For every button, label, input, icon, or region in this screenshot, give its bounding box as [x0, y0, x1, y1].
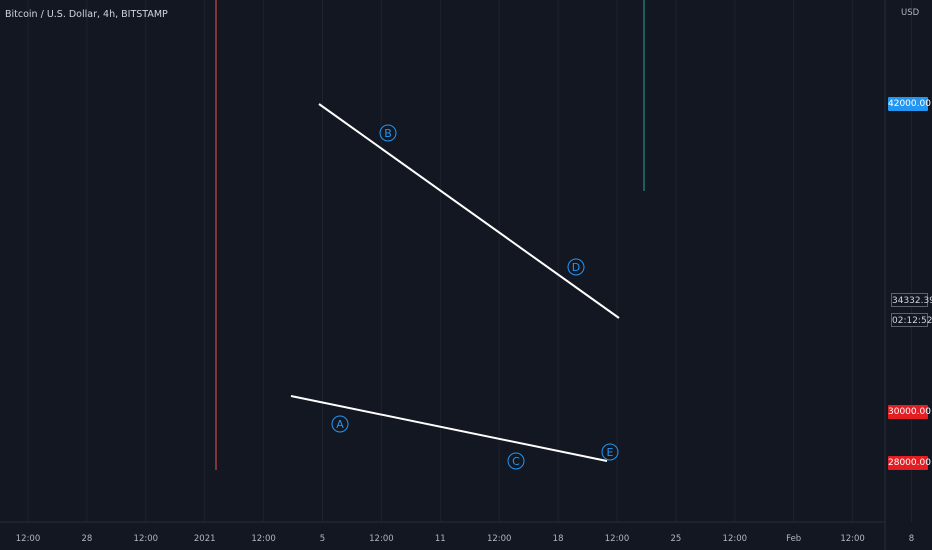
upper-trendline	[318, 103, 620, 319]
x-tick-label: 12:00	[16, 534, 41, 544]
point-label-C: C	[507, 452, 525, 470]
x-tick-label: 2021	[194, 534, 216, 544]
current-price-label: 34332.39	[891, 293, 932, 307]
point-label-A: A	[331, 415, 349, 433]
point-letter: D	[572, 261, 580, 274]
x-tick-label: 18	[553, 534, 564, 544]
price-axis: 26000.0028000.0030000.0032000.0034000.00…	[884, 0, 886, 550]
point-letter: B	[384, 127, 392, 140]
point-label-B: B	[379, 124, 397, 142]
red-level-label-28000: 28000.00	[888, 456, 931, 470]
point-circle	[507, 452, 525, 470]
annotations: A B C D E	[290, 103, 620, 470]
x-tick-label: 12:00	[369, 534, 394, 544]
x-tick-label: 12:00	[723, 534, 748, 544]
point-letter: E	[607, 446, 614, 459]
x-tick-label: 5	[320, 534, 325, 544]
point-circle	[601, 443, 619, 461]
time-axis: 12:00 28 12:00 2021 12:00 5 12:00 11 12:00 18 12:0…	[0, 521, 914, 544]
x-tick-label: 25	[670, 534, 681, 544]
point-circle	[567, 258, 585, 276]
point-circle	[331, 415, 349, 433]
point-label-D: D	[567, 258, 585, 276]
x-tick-label: 12:00	[251, 534, 276, 544]
countdown-label: 02:12:52	[891, 313, 932, 327]
x-tick-label: 12:00	[487, 534, 512, 544]
point-letter: A	[336, 418, 344, 431]
lower-trendline	[290, 395, 608, 462]
grid	[27, 0, 912, 522]
candles	[215, 0, 645, 470]
x-tick-label: 12:00	[605, 534, 630, 544]
point-label-E: E	[601, 443, 619, 461]
x-tick-label: 8	[909, 534, 914, 544]
red-level-label-30000: 30000.00	[888, 405, 931, 419]
x-tick-label: 12:00	[840, 534, 865, 544]
x-tick-label: 28	[81, 534, 92, 544]
point-circle	[379, 124, 397, 142]
x-tick-label: Feb	[786, 534, 801, 544]
symbol-title: Bitcoin / U.S. Dollar, 4h, BITSTAMP	[5, 9, 168, 20]
currency-label[interactable]: USD	[901, 8, 920, 18]
x-tick-label: 11	[435, 534, 446, 544]
x-tick-label: 12:00	[134, 534, 159, 544]
blue-level-label: 42000.00	[888, 97, 931, 111]
point-letter: C	[512, 455, 520, 468]
